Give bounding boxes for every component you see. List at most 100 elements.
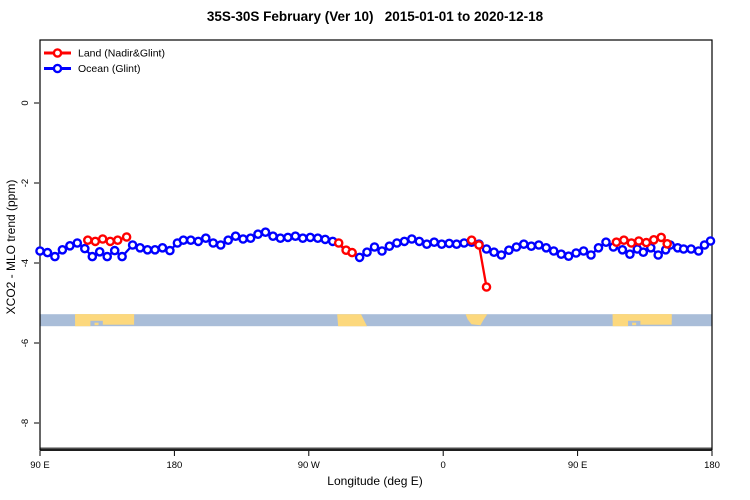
series-land-marker <box>656 232 667 243</box>
series-ocean-marker <box>601 237 611 247</box>
series-ocean-marker <box>135 242 145 253</box>
series-ocean-marker <box>617 244 628 255</box>
series-ocean-marker <box>275 233 286 243</box>
series-ocean-marker <box>117 251 127 262</box>
series-ocean-marker <box>109 245 120 256</box>
series-ocean-marker <box>80 243 90 254</box>
series-ocean-marker <box>459 238 469 248</box>
series-ocean-marker <box>377 246 387 256</box>
series-land-marker <box>662 238 673 249</box>
series-ocean-marker <box>260 227 271 237</box>
series-ocean-marker <box>230 231 241 241</box>
series-ocean-marker <box>150 244 160 255</box>
series-ocean-marker <box>686 244 696 254</box>
series-land-marker <box>333 238 344 248</box>
series-ocean-marker <box>526 241 537 251</box>
series-ocean-marker <box>504 245 514 255</box>
series-land-marker <box>641 237 652 248</box>
legend-land-marker <box>52 48 63 58</box>
series-ocean-marker <box>57 244 68 255</box>
series-ocean-marker <box>253 229 263 239</box>
x-tick-label: 90 E <box>30 460 50 471</box>
x-axis-title: Longitude (deg E) <box>327 474 423 488</box>
series-ocean-marker <box>534 240 544 250</box>
legend-ocean-label: Ocean (Glint) <box>78 63 140 75</box>
y-tick-label: -4 <box>20 259 31 267</box>
series-ocean-marker <box>312 233 323 243</box>
series-ocean-marker <box>638 247 649 257</box>
series-ocean-marker <box>436 239 447 249</box>
x-tick-label: 90 W <box>298 460 320 471</box>
land-patch-africa <box>465 314 488 326</box>
series-ocean-marker <box>625 249 635 259</box>
series-ocean-marker <box>283 232 293 243</box>
series-ocean-marker <box>165 245 175 256</box>
series-ocean-marker <box>245 233 256 243</box>
series-ocean-marker <box>305 232 316 243</box>
series-ocean-marker <box>496 250 507 260</box>
series-ocean-marker <box>519 239 529 249</box>
series-ocean-marker <box>586 250 596 260</box>
series-land-marker <box>105 236 115 247</box>
series-land-marker <box>90 236 101 247</box>
series-ocean-marker <box>185 235 196 245</box>
y-tick-label: 0 <box>20 100 31 105</box>
series-ocean-marker <box>571 248 581 258</box>
series-land-marker <box>121 232 132 242</box>
series-ocean-marker <box>35 246 45 256</box>
series-ocean-marker <box>593 242 604 253</box>
series-land-marker <box>112 235 123 245</box>
y-tick-label: -2 <box>20 179 31 187</box>
series-ocean-marker <box>556 249 567 259</box>
series-land-marker <box>474 240 484 250</box>
series-ocean-marker <box>50 251 60 262</box>
series-land-marker <box>97 234 108 244</box>
series-ocean-marker <box>238 234 248 244</box>
series-ocean-marker <box>451 239 462 249</box>
x-tick-label: 90 E <box>568 460 588 471</box>
land-patch-australia <box>102 314 135 325</box>
x-tick-label: 0 <box>441 460 446 471</box>
series-land-marker <box>626 238 637 248</box>
series-ocean-marker <box>215 240 226 250</box>
series-ocean-marker <box>354 252 365 263</box>
series-land-marker <box>634 236 644 246</box>
land-patch-australia-repeat <box>612 314 629 327</box>
series-land-marker <box>466 235 477 245</box>
series-ocean-marker <box>578 246 589 256</box>
land-patch-australia <box>94 322 99 326</box>
series-ocean-marker <box>548 246 559 256</box>
chart-title: 35S-30S February (Ver 10) 2015-01-01 to … <box>206 9 544 24</box>
map-strip-sea <box>40 314 712 327</box>
series-ocean-marker <box>693 246 704 256</box>
y-tick-label: -8 <box>20 419 31 427</box>
series-ocean-marker <box>369 242 380 252</box>
legend-land-label: Land (Nadir&Glint) <box>78 48 165 60</box>
series-ocean-marker <box>65 240 75 251</box>
series-ocean-marker <box>94 246 105 257</box>
series-ocean-marker <box>290 231 301 241</box>
land-patch-australia-repeat <box>632 322 637 326</box>
series-ocean-marker <box>268 231 278 241</box>
legend-ocean-marker <box>52 63 63 74</box>
series-ocean-marker <box>87 251 98 262</box>
series-land-marker <box>481 282 492 292</box>
series-ocean-marker <box>429 237 440 247</box>
series-ocean-marker <box>392 238 402 248</box>
y-tick-label: -6 <box>20 339 31 347</box>
series-land-marker <box>83 235 93 245</box>
series-ocean-marker <box>653 250 664 260</box>
series-ocean-marker <box>157 242 168 253</box>
series-ocean-marker <box>200 233 211 243</box>
series-ocean-marker <box>705 236 716 246</box>
series-ocean-marker <box>541 242 552 253</box>
x-tick-label: 180 <box>166 460 182 471</box>
land-patch-australia <box>75 314 91 327</box>
series-ocean-marker <box>406 234 417 244</box>
series-ocean-marker <box>399 236 410 247</box>
series-ocean-marker <box>127 240 138 250</box>
series-ocean-marker <box>481 244 492 254</box>
series-ocean-marker <box>223 235 233 245</box>
